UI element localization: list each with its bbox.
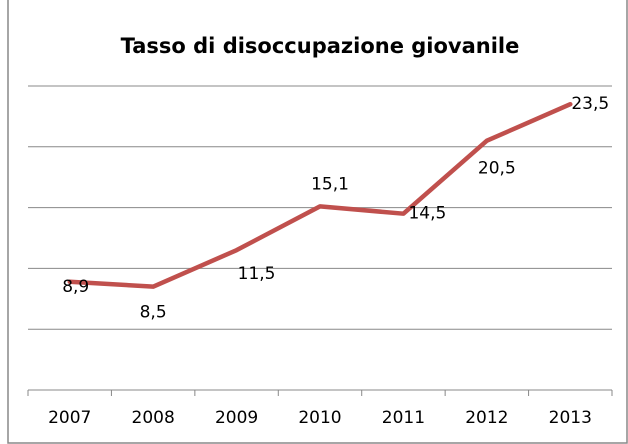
data-label: 8,9 (62, 277, 89, 297)
x-tick-label: 2007 (48, 408, 91, 428)
x-tick-label: 2008 (132, 408, 175, 428)
chart-frame (7, 0, 628, 444)
x-tick-label: 2011 (382, 408, 425, 428)
chart-title: Tasso di disoccupazione giovanile (121, 34, 520, 58)
x-tick-label: 2012 (465, 408, 508, 428)
x-tick-label: 2009 (215, 408, 258, 428)
data-line (67, 101, 573, 289)
x-tick-label: 2013 (549, 408, 592, 428)
x-tick-label: 2010 (298, 408, 341, 428)
data-label: 8,5 (140, 303, 167, 323)
data-label: 14,5 (408, 204, 446, 224)
data-label: 23,5 (571, 94, 609, 114)
data-label: 15,1 (311, 174, 349, 194)
data-label: 11,5 (238, 264, 276, 284)
data-label: 20,5 (478, 159, 516, 179)
